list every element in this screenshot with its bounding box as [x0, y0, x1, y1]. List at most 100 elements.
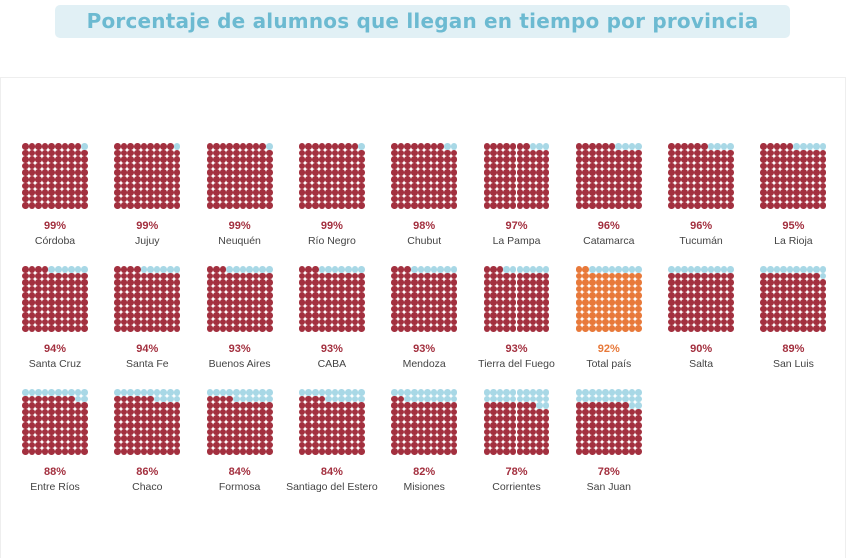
waffle-dot-filled: [48, 402, 55, 409]
waffle-dot-filled: [140, 156, 148, 163]
waffle-dot-filled: [437, 285, 444, 293]
waffle-dot-filled: [74, 448, 82, 455]
waffle-dot-filled: [61, 441, 69, 449]
waffle-dot-filled: [760, 189, 767, 196]
waffle-dot-filled: [391, 169, 398, 176]
waffle-item: 88% Entre Ríos: [9, 389, 101, 493]
waffle-dot-filled: [358, 292, 365, 299]
waffle-item: 97% La Pampa: [471, 143, 563, 247]
waffle-dot-filled: [786, 162, 794, 170]
waffle-dot-filled: [687, 292, 695, 299]
waffle-dot-filled: [252, 156, 260, 163]
waffle-dot-filled: [219, 149, 227, 157]
percent-label: 84%: [228, 466, 251, 478]
waffle-dot-filled: [338, 402, 346, 409]
waffle-dot-filled: [608, 435, 616, 442]
waffle-dot-filled: [760, 143, 767, 150]
waffle-dot-filled: [325, 202, 332, 209]
waffle-dot-filled: [351, 189, 359, 196]
waffle-dot-empty: [628, 143, 636, 150]
waffle-dot-filled: [312, 402, 319, 409]
waffle-dot-filled: [74, 162, 82, 170]
waffle-dot-filled: [219, 195, 227, 203]
waffle-dot-empty: [701, 266, 708, 273]
waffle-dot-filled: [358, 202, 365, 209]
waffle-dot-filled: [120, 266, 128, 273]
waffle-dot-empty: [509, 266, 517, 273]
waffle-dot-filled: [55, 272, 62, 280]
waffle-dot-filled: [331, 448, 339, 455]
waffle-dot-filled: [252, 202, 260, 209]
waffle-dot-filled: [259, 305, 266, 313]
waffle-dot-filled: [325, 149, 332, 157]
waffle-dot-filled: [351, 182, 359, 190]
province-label: Catamarca: [583, 235, 635, 247]
waffle-dot-filled: [799, 189, 807, 196]
waffle-dot-filled: [226, 408, 233, 416]
waffle-dot-filled: [813, 305, 820, 313]
waffle-dot-filled: [312, 266, 319, 273]
waffle-item: 82% Misiones: [378, 389, 470, 493]
waffle-dot-filled: [41, 448, 49, 455]
waffle-dot-filled: [490, 195, 497, 203]
waffle-dot-filled: [81, 169, 88, 176]
waffle-dot-filled: [542, 408, 550, 416]
waffle-dot-filled: [575, 292, 583, 299]
waffle-dot-filled: [22, 169, 29, 176]
percent-label: 93%: [320, 343, 343, 355]
waffle-dot-empty: [239, 389, 247, 396]
waffle-dot-filled: [443, 279, 451, 286]
waffle-dot-filled: [483, 441, 491, 449]
waffle-dot-filled: [397, 305, 405, 313]
waffle-dot-empty: [437, 389, 444, 396]
waffle-dot-filled: [140, 202, 148, 209]
waffle-dot-filled: [259, 415, 266, 422]
waffle-dot-filled: [509, 279, 517, 286]
waffle-dot-filled: [424, 422, 431, 429]
waffle-dot-filled: [523, 176, 530, 183]
waffle-dot-filled: [523, 156, 530, 163]
waffle-dot-filled: [602, 292, 609, 299]
waffle-dot-filled: [68, 402, 75, 409]
waffle-dot-filled: [114, 305, 121, 313]
waffle-dot-filled: [391, 422, 398, 429]
waffle-dot-filled: [120, 395, 128, 403]
waffle-dot-filled: [635, 272, 642, 280]
waffle-dot-filled: [595, 435, 603, 442]
waffle-dot-filled: [760, 318, 767, 326]
waffle-dot-filled: [490, 279, 497, 286]
waffle-item: 78% Corrientes: [471, 389, 563, 493]
waffle-dot-filled: [325, 182, 332, 190]
waffle-dot-filled: [509, 169, 517, 176]
waffle-dot-filled: [404, 402, 411, 409]
waffle-dot-filled: [397, 169, 405, 176]
waffle-dot-filled: [681, 292, 688, 299]
waffle-dot-filled: [410, 176, 418, 183]
waffle-dot-filled: [173, 435, 181, 442]
chart-area: [0, 77, 846, 558]
waffle-dot-filled: [246, 169, 253, 176]
waffle-dot-filled: [450, 408, 458, 416]
waffle-dot-filled: [608, 299, 616, 306]
waffle-dot-filled: [542, 435, 550, 442]
waffle-dot-filled: [68, 292, 75, 299]
waffle-dot-filled: [239, 318, 247, 326]
waffle-dot-filled: [232, 305, 240, 313]
waffle-dot-filled: [22, 292, 29, 299]
waffle-dot-filled: [114, 162, 121, 170]
waffle-dot-filled: [41, 305, 49, 313]
waffle-dot-filled: [232, 441, 240, 449]
waffle: [298, 389, 365, 455]
waffle-dot-filled: [681, 312, 688, 319]
waffle-dot-filled: [542, 279, 550, 286]
waffle-dot-filled: [437, 292, 444, 299]
waffle-dot-empty: [48, 266, 55, 273]
waffle-dot-filled: [443, 202, 451, 209]
waffle-dot-filled: [799, 279, 807, 286]
waffle-dot-filled: [140, 422, 148, 429]
waffle-dot-filled: [529, 176, 537, 183]
waffle-dot-filled: [147, 305, 154, 313]
waffle-dot-filled: [331, 285, 339, 293]
waffle-dot-filled: [173, 325, 181, 332]
waffle-dot-filled: [483, 279, 491, 286]
